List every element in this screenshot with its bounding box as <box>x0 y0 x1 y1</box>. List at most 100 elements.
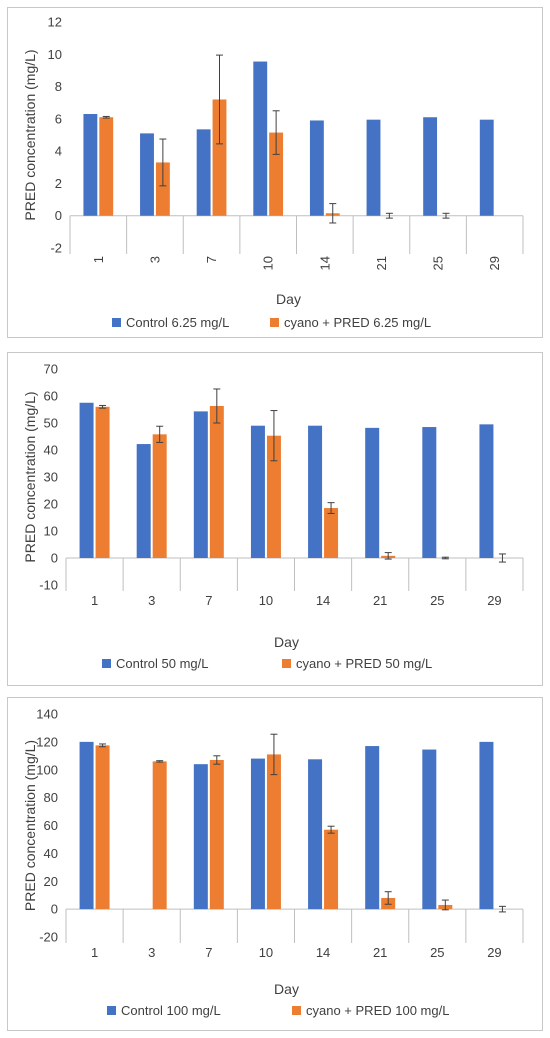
y-tick-label: 8 <box>55 79 62 94</box>
x-tick-label: 7 <box>204 256 219 263</box>
legend-label: Control 6.25 mg/L <box>126 315 229 330</box>
x-tick-label: 7 <box>205 593 212 608</box>
x-tick-label: 1 <box>91 945 98 960</box>
control-bar <box>136 444 151 558</box>
x-tick-label: 14 <box>316 945 330 960</box>
y-tick-label: 80 <box>44 790 58 805</box>
legend-swatch <box>270 318 279 327</box>
treatment-bar <box>212 99 227 216</box>
y-axis-title: PRED concentration (mg/L) <box>22 391 38 562</box>
legend-swatch <box>102 659 111 668</box>
treatment-bar <box>95 406 110 558</box>
treatment-bar <box>266 754 281 910</box>
control-bar <box>479 119 494 216</box>
control-bar <box>308 425 323 558</box>
x-tick-label: 29 <box>487 945 501 960</box>
treatment-bar <box>324 508 339 558</box>
x-tick-label: 25 <box>430 593 444 608</box>
y-tick-label: 12 <box>48 15 62 30</box>
control-bar <box>83 114 98 216</box>
treatment-bar <box>95 745 110 910</box>
x-tick-label: 10 <box>261 256 276 270</box>
treatment-bar <box>152 434 167 558</box>
treatment-bar <box>99 117 114 216</box>
y-tick-label: 6 <box>55 111 62 126</box>
x-tick-label: 25 <box>430 945 444 960</box>
x-tick-label: 25 <box>431 256 446 270</box>
control-bar <box>79 402 94 558</box>
y-tick-label: 70 <box>44 362 58 377</box>
control-bar <box>250 758 265 910</box>
y-tick-label: 40 <box>44 443 58 458</box>
chart-panel-6-25: -2 0 2 4 6 8 10 12 1 3 7 10 14 21 25 29 PRED concentrati… <box>7 7 543 338</box>
control-bar <box>366 119 381 216</box>
control-bar <box>309 120 324 216</box>
treatment-bar <box>209 405 224 558</box>
x-tick-label: 10 <box>259 593 273 608</box>
y-tick-label: -2 <box>50 241 62 256</box>
y-tick-label: -10 <box>39 578 58 593</box>
chart-svg-6-25: -2 0 2 4 6 8 10 12 1 3 7 10 14 21 25 29 PRED concentrati… <box>22 15 524 330</box>
y-axis-title: PRED concentration (mg/L) <box>22 49 38 220</box>
x-tick-label: 7 <box>205 945 212 960</box>
y-tick-label: -20 <box>39 930 58 945</box>
x-tick-label: 14 <box>317 256 332 270</box>
treatment-bar <box>155 162 170 216</box>
control-bar <box>422 427 437 558</box>
chart-svg-100: -20 0 20 40 60 80 100 120 140 1 3 7 10 14 21 25 29 PRED c… <box>22 707 524 1018</box>
y-tick-label: 120 <box>36 734 58 749</box>
x-tick-label: 21 <box>374 256 389 270</box>
chart-panel-50: -10 0 10 20 30 40 50 60 70 1 3 7 10 14 21 25 29 PRED conc… <box>7 352 543 686</box>
control-bar <box>365 746 380 910</box>
control-bar <box>422 749 437 910</box>
y-tick-label: 0 <box>51 551 58 566</box>
x-tick-label: 10 <box>259 945 273 960</box>
legend-swatch <box>282 659 291 668</box>
x-axis-title: Day <box>274 634 299 650</box>
control-bar <box>365 427 380 558</box>
treatment-bar <box>324 829 339 910</box>
y-tick-label: 0 <box>55 208 62 223</box>
y-tick-label: 10 <box>44 524 58 539</box>
x-tick-label: 29 <box>487 256 502 270</box>
control-bar <box>308 759 323 910</box>
control-bar <box>250 425 265 558</box>
legend-label: cyano + PRED 50 mg/L <box>296 656 432 671</box>
control-bar <box>79 741 94 910</box>
legend-swatch <box>112 318 121 327</box>
treatment-bar <box>209 759 224 910</box>
x-tick-label: 1 <box>91 256 106 263</box>
control-bar <box>193 411 208 558</box>
control-bar <box>479 741 494 910</box>
y-tick-label: 20 <box>44 497 58 512</box>
y-tick-label: 4 <box>55 144 62 159</box>
control-bar <box>140 133 154 216</box>
y-axis-title: PRED concentration (mg/L) <box>22 740 38 911</box>
legend-label: cyano + PRED 100 mg/L <box>306 1003 449 1018</box>
legend-label: cyano + PRED 6.25 mg/L <box>284 315 431 330</box>
x-tick-label: 14 <box>316 593 330 608</box>
y-tick-label: 60 <box>44 389 58 404</box>
y-tick-label: 2 <box>55 176 62 191</box>
chart-svg-50: -10 0 10 20 30 40 50 60 70 1 3 7 10 14 21 25 29 PRED conc… <box>22 362 524 671</box>
y-tick-label: 60 <box>44 818 58 833</box>
chart-panel-100: -20 0 20 40 60 80 100 120 140 1 3 7 10 14 21 25 29 PRED c… <box>7 697 543 1031</box>
x-axis-title: Day <box>274 981 299 997</box>
x-tick-label: 3 <box>148 593 155 608</box>
x-tick-label: 21 <box>373 593 387 608</box>
treatment-bar <box>269 132 284 216</box>
control-bar <box>196 129 211 216</box>
y-tick-label: 0 <box>51 902 58 917</box>
control-bar <box>479 424 494 558</box>
x-tick-label: 29 <box>487 593 501 608</box>
y-tick-label: 50 <box>44 416 58 431</box>
treatment-bar <box>266 435 281 558</box>
legend-swatch <box>292 1006 301 1015</box>
x-tick-label: 1 <box>91 593 98 608</box>
legend-label: Control 50 mg/L <box>116 656 209 671</box>
control-bar <box>193 764 208 910</box>
control-bar <box>253 61 268 216</box>
y-tick-label: 30 <box>44 470 58 485</box>
y-tick-label: 10 <box>48 47 62 62</box>
y-tick-label: 40 <box>44 846 58 861</box>
